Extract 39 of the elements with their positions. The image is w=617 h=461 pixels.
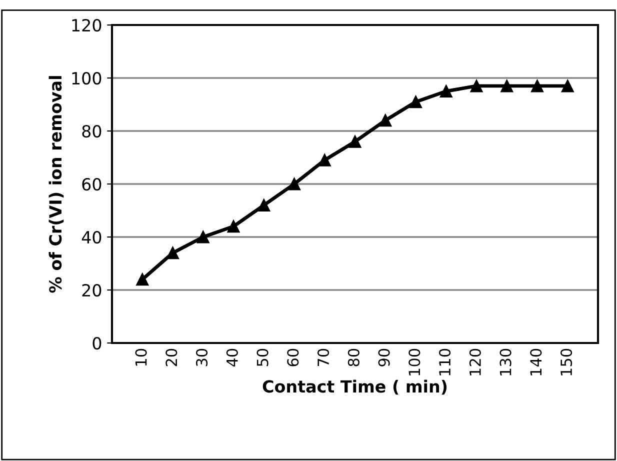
- y-axis-title: % of Cr(VI) ion removal: [48, 76, 64, 293]
- x-tick-label: 40: [226, 348, 238, 367]
- point: [379, 114, 392, 127]
- y-tick-label: 0: [92, 336, 102, 350]
- x-tick-label: 10: [135, 348, 147, 366]
- x-tick-label: 30: [196, 348, 208, 366]
- point: [410, 96, 422, 108]
- point: [166, 246, 179, 260]
- point: [500, 80, 514, 92]
- y-tick-label: 120: [72, 18, 102, 32]
- point: [227, 220, 240, 233]
- x-tick-label: 90: [378, 348, 390, 366]
- x-tick-label: 100: [408, 348, 420, 376]
- x-tick-label: 60: [287, 348, 299, 366]
- y-tick-label: 60: [82, 178, 102, 191]
- x-tick-label: 80: [348, 348, 360, 366]
- point: [531, 80, 544, 92]
- y-tick-label: 40: [82, 230, 102, 244]
- point: [258, 198, 270, 212]
- x-tick-label: 20: [166, 348, 178, 366]
- x-tick-label: 140: [530, 348, 542, 376]
- point: [288, 178, 300, 190]
- point: [348, 135, 362, 148]
- y-tick-label: 100: [72, 72, 102, 85]
- x-tick-label: 50: [256, 348, 268, 366]
- x-tick-label: 130: [500, 348, 512, 376]
- x-tick-label: 70: [318, 348, 330, 366]
- x-axis-title: Contact Time ( min): [262, 380, 447, 395]
- point: [136, 273, 149, 286]
- y-tick-label: 20: [82, 284, 102, 297]
- x-tick-label: 110: [439, 348, 451, 376]
- point: [440, 85, 452, 98]
- x-tick-label: 120: [469, 348, 481, 376]
- point: [470, 80, 483, 92]
- point: [318, 154, 331, 166]
- y-tick-label: 80: [82, 124, 102, 138]
- x-tick-label: 150: [560, 348, 572, 376]
- point: [561, 80, 574, 92]
- point: [196, 230, 210, 244]
